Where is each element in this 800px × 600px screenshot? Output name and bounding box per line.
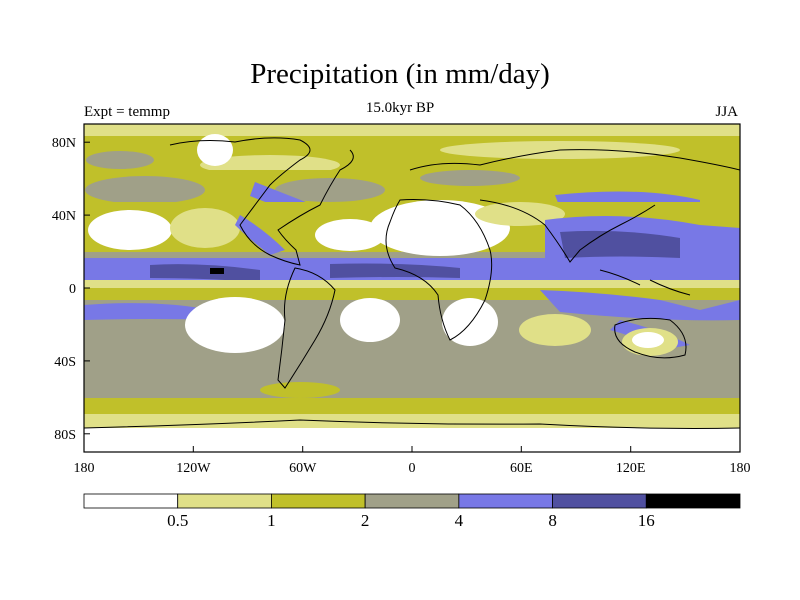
field-monsoon-dark	[560, 230, 680, 258]
colorbar-label: 4	[455, 511, 464, 530]
coast-south-america	[277, 267, 336, 389]
y-tick-label: 80N	[52, 136, 76, 151]
field-europe-gray	[420, 170, 520, 186]
field-indo-blue	[540, 290, 740, 321]
colorbar-swatch	[364, 493, 460, 509]
coast-africa	[385, 199, 493, 341]
field-antarctic-olive	[84, 398, 740, 416]
x-tick-label: 180	[730, 461, 751, 476]
field-sepac-dry	[185, 297, 285, 353]
field-natl-storm	[275, 178, 385, 202]
colorbar-label: 0.5	[167, 511, 188, 530]
colorbar-label: 2	[361, 511, 370, 530]
field-itcz-dark-pac	[150, 264, 260, 282]
x-tick-label: 180	[74, 461, 95, 476]
colorbar-label: 16	[638, 511, 655, 530]
field-caribbean-blue	[235, 215, 285, 255]
field-calif-light	[170, 208, 240, 248]
experiment-label: Expt = temmp	[84, 104, 170, 120]
colorbar-swatch	[177, 493, 272, 509]
coast-australia	[614, 317, 687, 359]
y-tick-label: 40S	[54, 355, 76, 370]
map-subtitle: 15.0kyr BP	[365, 100, 435, 116]
colorbar-swatch	[552, 493, 647, 509]
colorbar-swatch	[271, 493, 366, 509]
colorbar-swatch	[645, 493, 741, 509]
field-arctic-top	[84, 124, 740, 136]
x-tick-label: 0	[409, 461, 416, 476]
y-tick-label: 0	[69, 282, 76, 297]
colorbar-swatch	[458, 493, 553, 509]
x-axis-labels: 180 120W 60W 0 60E 120E 180	[74, 461, 751, 476]
axis-ticks	[83, 141, 741, 452]
coast-eurasia-north	[409, 149, 740, 171]
field-alaska-white	[197, 134, 233, 166]
field-sindian-light	[519, 314, 591, 346]
coast-asia-south	[479, 199, 656, 263]
coast-north-america	[169, 137, 354, 266]
coast-maritime-continent	[599, 269, 691, 296]
field-asia-light	[475, 202, 565, 226]
colorbar-swatch	[83, 493, 179, 509]
y-tick-label: 80S	[54, 428, 76, 443]
coastlines	[84, 137, 740, 429]
field-npac-storm	[85, 176, 205, 204]
map-title: Precipitation (in mm/day)	[250, 58, 550, 90]
field-aus-dry	[632, 332, 664, 348]
field-drake-olive	[260, 382, 340, 398]
field-safrica-dry	[442, 298, 498, 346]
field-itcz-dark-afr	[330, 263, 460, 278]
y-axis-labels: 80N 40N 0 40S 80S	[52, 136, 76, 443]
field-itcz-max	[210, 268, 224, 274]
season-label: JJA	[715, 104, 738, 120]
field-southern-ocean	[84, 360, 740, 400]
precipitation-field	[84, 124, 740, 452]
colorbar-label: 8	[548, 511, 557, 530]
field-npac-dry	[88, 210, 172, 250]
x-tick-label: 120W	[176, 461, 211, 476]
x-tick-label: 120E	[616, 461, 646, 476]
coast-antarctica	[84, 419, 740, 429]
x-tick-label: 60W	[289, 461, 317, 476]
colorbar: 0.5 1 2 4 8 16	[83, 493, 741, 530]
field-npac-gray	[86, 151, 154, 169]
field-satl-dry	[340, 298, 400, 342]
y-tick-label: 40N	[52, 209, 76, 224]
colorbar-label: 1	[267, 511, 276, 530]
field-south-tropics-light	[84, 280, 740, 288]
field-natl-dry	[315, 219, 385, 251]
field-spcz-blue	[84, 303, 220, 320]
x-tick-label: 60E	[510, 461, 533, 476]
